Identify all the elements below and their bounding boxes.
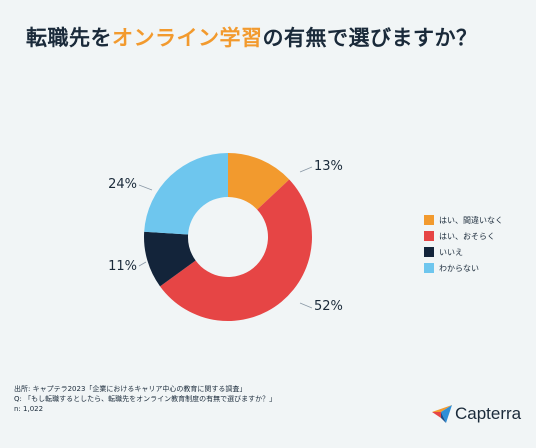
legend-swatch xyxy=(424,215,434,225)
legend-item: わからない xyxy=(424,260,503,276)
label-leader-line xyxy=(138,184,153,191)
logo-text: Capterra xyxy=(455,404,522,423)
title-part-2: の有無で選びますか？ xyxy=(262,26,478,50)
slice-value-label: 11% xyxy=(108,259,137,274)
slice-value-label: 13% xyxy=(314,159,343,174)
donut-slice xyxy=(228,153,290,210)
slice-value-label: 52% xyxy=(314,299,343,314)
slice-value-label: 24% xyxy=(108,177,137,192)
capterra-logo-icon xyxy=(432,405,452,423)
legend-label: はい、おそらく xyxy=(439,231,495,241)
legend-item: いいえ xyxy=(424,244,503,260)
donut-slice xyxy=(144,231,196,287)
source-line: 出所: キャプテラ2023「企業におけるキャリア中心の教育に関する調査」 xyxy=(14,385,247,393)
title-accent: オンライン学習 xyxy=(112,26,263,50)
capterra-logo: Capterra xyxy=(432,404,521,424)
donut-slice xyxy=(160,179,312,321)
legend-label: いいえ xyxy=(439,247,463,257)
legend-swatch xyxy=(424,247,434,257)
chart-legend: はい、間違いなく はい、おそらく いいえわからない xyxy=(424,212,503,276)
chart-title: 転職先をオンライン学習の有無で選びますか？ xyxy=(26,22,478,52)
source-note: 出所: キャプテラ2023「企業におけるキャリア中心の教育に関する調査」 Q: … xyxy=(14,384,276,414)
donut-slices xyxy=(144,153,312,321)
label-leader-line xyxy=(299,166,313,173)
title-part-1: 転職先を xyxy=(26,26,112,50)
legend-label: はい、間違いなく xyxy=(439,215,503,225)
legend-label: わからない xyxy=(439,263,479,273)
label-leader-line xyxy=(138,261,147,267)
legend-swatch xyxy=(424,231,434,241)
label-leader-line xyxy=(299,302,313,309)
legend-item: はい、間違いなく xyxy=(424,212,503,228)
legend-swatch xyxy=(424,263,434,273)
donut-labels: 13% 52% 11% 24% xyxy=(108,159,343,314)
question-line: Q: 「もし転職するとしたら、転職先をオンライン教育制度の有無で選びますか？」 xyxy=(14,395,277,403)
donut-slice xyxy=(144,153,228,235)
sample-size: n: 1,022 xyxy=(14,405,44,413)
legend-item: はい、おそらく xyxy=(424,228,503,244)
